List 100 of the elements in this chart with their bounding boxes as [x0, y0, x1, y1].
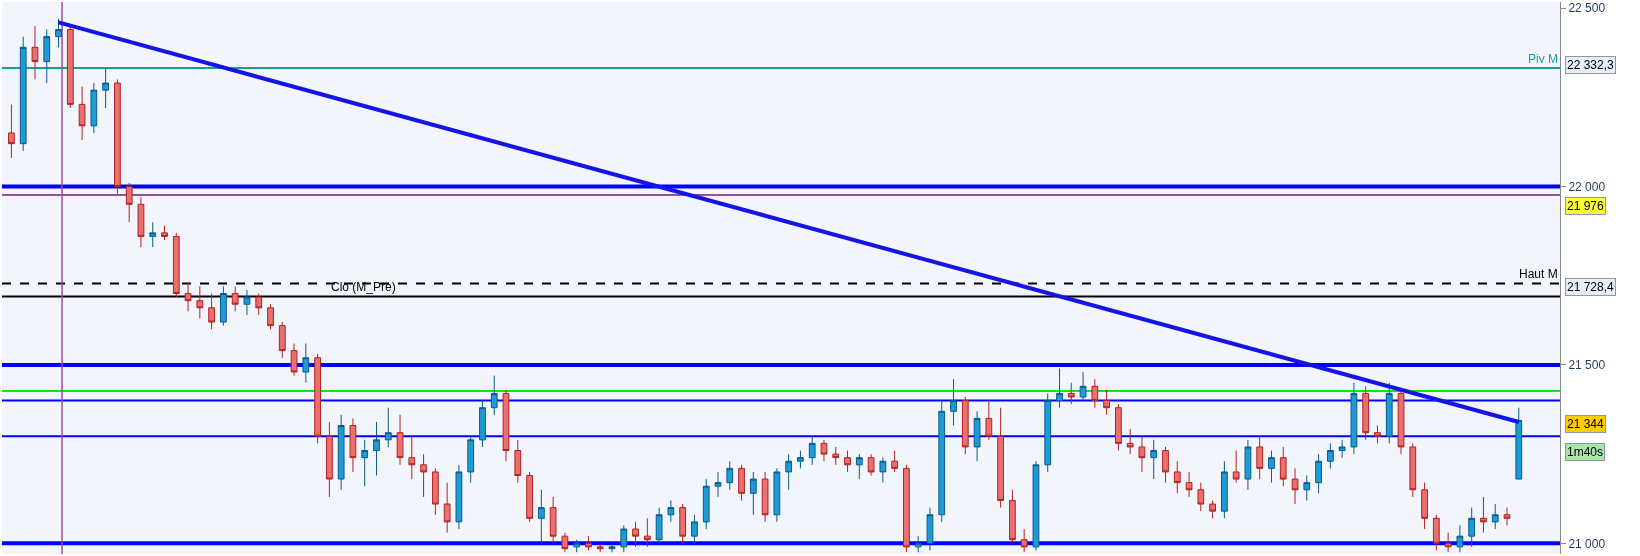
text: 1m40s [1567, 445, 1604, 459]
candlestick [1303, 475, 1311, 501]
candlestick [490, 375, 498, 416]
candlestick [1385, 382, 1393, 444]
text: 21 728,4 [1567, 280, 1615, 294]
candlestick [373, 421, 380, 476]
candlestick [1480, 496, 1487, 534]
candlestick [738, 464, 745, 501]
candlestick [632, 521, 639, 548]
candlestick [161, 225, 168, 241]
candlestick [679, 503, 687, 544]
candlestick [785, 453, 793, 491]
candlestick [1315, 453, 1322, 494]
candlestick [914, 535, 922, 553]
candlestick [361, 439, 369, 487]
candlestick [1138, 435, 1146, 473]
candlestick [867, 453, 875, 476]
candlestick [255, 293, 263, 316]
candlestick [761, 471, 769, 523]
candlestick [526, 471, 533, 523]
candlestick [149, 221, 157, 248]
candlestick [220, 285, 227, 327]
candlestick [31, 25, 39, 80]
candlestick [502, 389, 510, 462]
candlestick [1185, 471, 1193, 498]
candlestick [938, 400, 946, 523]
candlestick [985, 400, 993, 441]
candlestick [8, 103, 15, 159]
candlestick [1173, 460, 1181, 494]
candlestick [903, 464, 910, 553]
candlestick [467, 435, 475, 484]
ref-line-label: Piv M [1528, 52, 1558, 66]
candlestick [1350, 382, 1358, 455]
candlestick [667, 499, 675, 523]
candlestick [608, 542, 616, 553]
candlestick [90, 82, 98, 134]
candlestick [620, 524, 628, 553]
candlestick [561, 532, 569, 553]
text: 21 344 [1567, 417, 1605, 431]
candlestick [1056, 367, 1063, 409]
candlestick [808, 435, 816, 466]
candlestick [290, 342, 298, 377]
candlestick [749, 471, 757, 516]
candlestick [1067, 382, 1075, 405]
candlestick [420, 453, 427, 498]
candlestick [1503, 507, 1511, 526]
candlestick [19, 36, 27, 152]
candlestick [997, 407, 1005, 509]
candlestick [1232, 450, 1240, 484]
candlestick [1020, 528, 1028, 553]
candlestick [184, 282, 192, 312]
candlestick [643, 517, 651, 548]
candlestick [1197, 482, 1205, 512]
candlestick [302, 342, 310, 384]
candlestick [879, 457, 887, 484]
candlestick [1268, 450, 1275, 484]
candlestick [797, 450, 804, 469]
candlestick [1326, 442, 1334, 469]
candlestick [537, 489, 545, 544]
candlestick [773, 467, 781, 523]
candlestick [1115, 403, 1122, 452]
candlestick [950, 378, 957, 427]
candlestick [820, 439, 828, 462]
y-tick-label: 22 000 [1568, 179, 1606, 194]
candlestick [408, 435, 416, 480]
candlestick [1444, 532, 1452, 553]
candlestick [1279, 446, 1287, 487]
candlestick [1244, 439, 1252, 491]
candlestick [926, 507, 934, 551]
candlestick [1009, 489, 1016, 544]
text: 21 976 [1567, 199, 1605, 213]
candlestick [278, 321, 286, 359]
candlestick [585, 535, 592, 551]
candlestick [549, 496, 557, 544]
candlestick [702, 478, 710, 530]
candlestick [349, 417, 357, 473]
candlestick [208, 293, 215, 330]
candlestick [1362, 385, 1370, 441]
y-tick-label: 21 000 [1568, 536, 1606, 551]
candlestick [596, 542, 604, 553]
y-tick-label: 22 500 [1568, 1, 1606, 16]
candlestick [961, 396, 969, 455]
candlestick [396, 414, 404, 466]
candlestick [1374, 425, 1381, 444]
candlestick [573, 539, 581, 553]
candlestick [1291, 467, 1299, 505]
candlestick [326, 421, 333, 498]
candlestick [514, 439, 522, 484]
candlestick [1421, 482, 1428, 530]
candlestick [1044, 392, 1052, 473]
candlestick [1126, 428, 1134, 455]
candlestick [1432, 514, 1440, 551]
candlestick [844, 450, 851, 473]
candlestick [1032, 460, 1040, 551]
text: 22 332,3 [1567, 58, 1615, 72]
candlestick [455, 464, 463, 530]
candlestick [1162, 446, 1169, 484]
candlestick [431, 467, 439, 516]
candlestick [384, 407, 392, 448]
candlestick [1209, 499, 1216, 519]
